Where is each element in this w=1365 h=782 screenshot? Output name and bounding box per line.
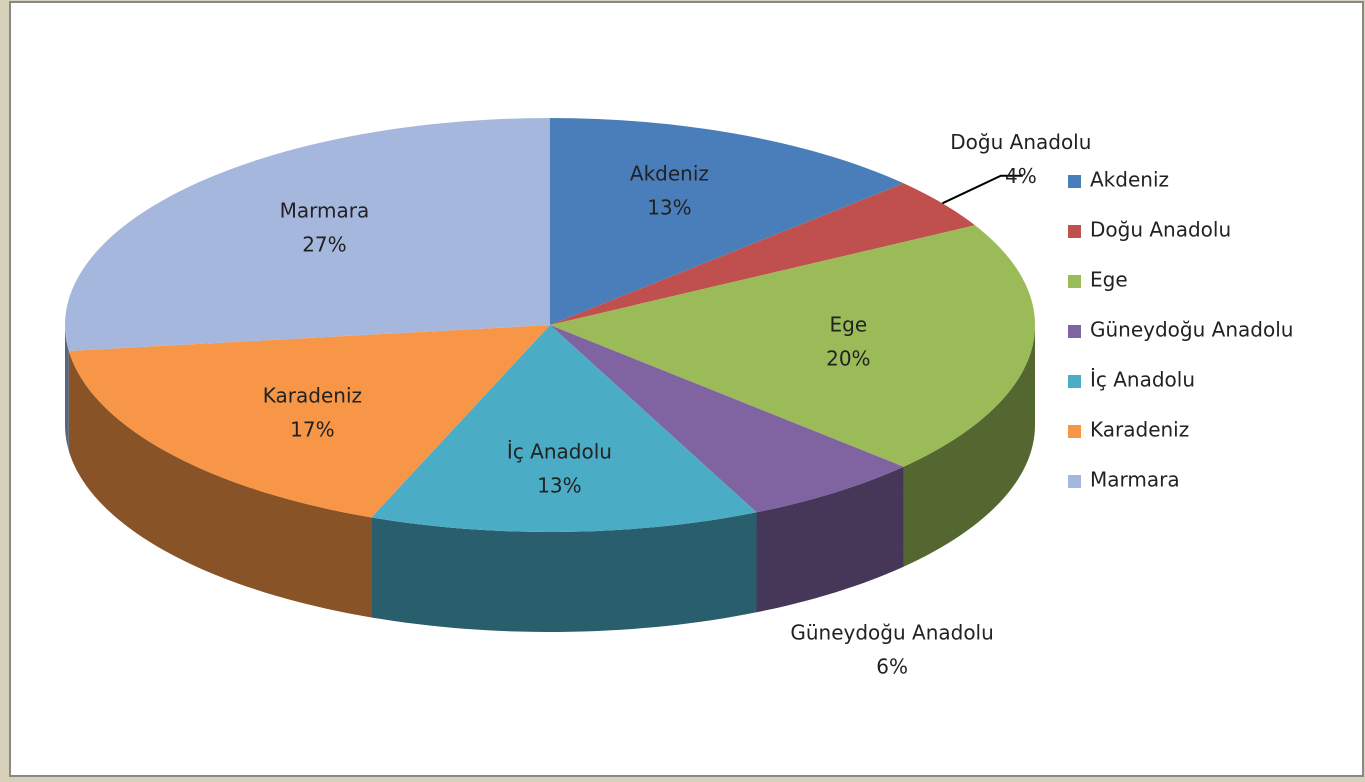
slice bbox=[550, 225, 1035, 467]
slice-side bbox=[756, 466, 904, 613]
legend-label: Akdeniz bbox=[1090, 168, 1169, 192]
legend-swatch bbox=[1068, 375, 1081, 388]
legend-label: Güneydoğu Anadolu bbox=[1090, 318, 1293, 342]
data-label-value: 13% bbox=[537, 473, 581, 497]
legend-label: Doğu Anadolu bbox=[1090, 218, 1231, 242]
legend-swatch bbox=[1068, 175, 1081, 188]
data-label-name: Karadeniz bbox=[263, 383, 362, 407]
slice bbox=[550, 118, 904, 325]
slice bbox=[68, 325, 550, 518]
data-label-value: 17% bbox=[290, 417, 334, 441]
data-label-name: Güneydoğu Anadolu bbox=[790, 621, 993, 645]
slice bbox=[550, 325, 904, 513]
data-label-value: 20% bbox=[826, 347, 870, 371]
data-label-value: 4% bbox=[1005, 164, 1037, 188]
legend-label: Ege bbox=[1090, 268, 1128, 292]
data-label-name: Marmara bbox=[280, 199, 370, 223]
legend-swatch bbox=[1068, 425, 1081, 438]
slice-side bbox=[68, 350, 372, 618]
data-label-value: 13% bbox=[647, 196, 691, 220]
legend-label: Marmara bbox=[1090, 468, 1180, 492]
legend-swatch bbox=[1068, 325, 1081, 338]
slice bbox=[550, 183, 976, 325]
legend-label: İç Anadolu bbox=[1090, 368, 1195, 392]
leader-line bbox=[941, 174, 1023, 205]
legend-swatch bbox=[1068, 475, 1081, 488]
data-label-name: Ege bbox=[830, 313, 868, 337]
slice-side bbox=[903, 325, 1035, 567]
slice bbox=[65, 118, 550, 351]
data-label-value: 27% bbox=[302, 233, 346, 257]
slice-side bbox=[371, 512, 757, 632]
data-label-value: 6% bbox=[876, 655, 908, 679]
data-label-name: Akdeniz bbox=[630, 162, 709, 186]
slice-side bbox=[65, 325, 69, 451]
legend-swatch bbox=[1068, 225, 1081, 238]
legend-label: Karadeniz bbox=[1090, 418, 1189, 442]
legend-swatch bbox=[1068, 275, 1081, 288]
slice bbox=[371, 325, 757, 532]
data-label-name: İç Anadolu bbox=[507, 439, 612, 463]
data-label-name: Doğu Anadolu bbox=[950, 130, 1091, 154]
